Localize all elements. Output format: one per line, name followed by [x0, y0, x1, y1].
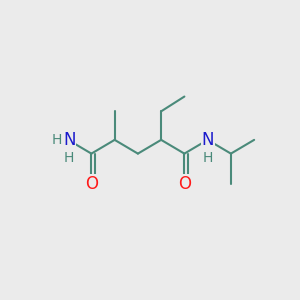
Text: H: H: [202, 151, 213, 165]
Text: O: O: [85, 175, 98, 193]
Text: O: O: [178, 175, 191, 193]
Text: N: N: [201, 131, 214, 149]
Text: H: H: [51, 133, 62, 147]
Text: H: H: [64, 151, 74, 165]
Text: N: N: [63, 131, 76, 149]
